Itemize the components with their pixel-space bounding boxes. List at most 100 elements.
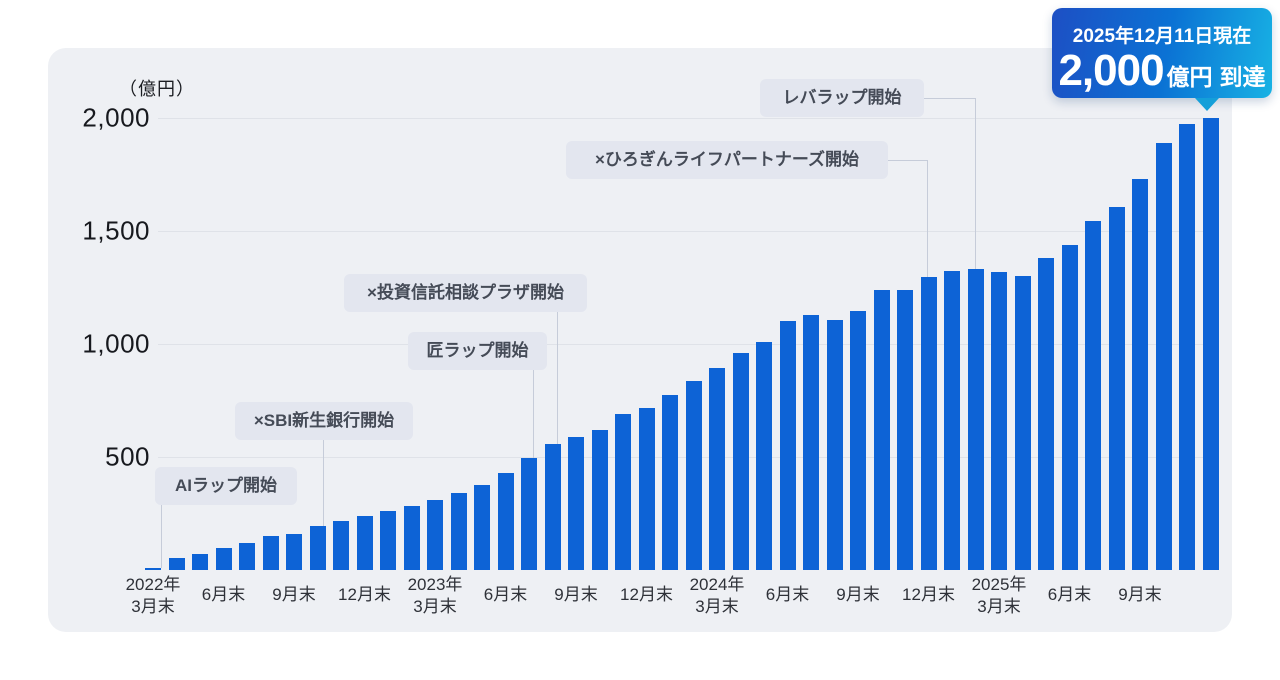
bar-2025-01 [944, 270, 960, 570]
x-axis-tick-line: 9月末 [272, 585, 316, 604]
bar-2022-07 [239, 542, 255, 570]
milestone-suffix: 到達 [1219, 64, 1266, 90]
x-axis-tick-label: 6月末 [766, 584, 809, 606]
bar-2024-07 [803, 314, 819, 570]
gridline [158, 344, 1216, 345]
annotation-connector [323, 440, 324, 527]
x-axis-tick-line: 3月末 [977, 597, 1021, 616]
annotation-label: ×ひろぎんライフパートナーズ開始 [566, 141, 888, 179]
bar-2024-05 [756, 341, 772, 570]
bar-2023-07 [521, 458, 537, 570]
bar-2025-10 [1155, 142, 1172, 570]
bar-2025-09 [1132, 179, 1148, 570]
annotation-label: レバラップ開始 [760, 79, 924, 117]
bar-2023-10 [591, 429, 608, 570]
x-axis-tick-label: 6月末 [484, 584, 527, 606]
x-axis-tick-line: 2025年 [971, 575, 1027, 594]
bar-2022-11 [333, 520, 349, 570]
chart-plot-area: 2,000 1,500 1,000 500 2022年 3月末 6月末 9月末 12月末 2023… [48, 48, 1232, 632]
annotation-connector [927, 160, 928, 278]
x-axis-tick-line: 9月末 [554, 585, 598, 604]
x-axis-tick-line: 12月末 [620, 585, 673, 604]
bar-2022-10 [309, 526, 326, 570]
x-axis-tick-line: 12月末 [902, 585, 955, 604]
bar-2022-04 [168, 557, 185, 570]
x-axis-tick-line: 2023年 [407, 575, 463, 594]
annotation-label: AIラップ開始 [155, 467, 297, 505]
y-axis-tick-label: 500 [105, 441, 150, 472]
x-axis-tick-line: 2022年 [125, 575, 181, 594]
annotation-connector [975, 98, 976, 270]
bar-2025-07 [1085, 220, 1101, 570]
annotation-label: 匠ラップ開始 [408, 332, 547, 370]
bar-2025-02 [967, 269, 984, 570]
bar-2024-12 [920, 277, 937, 570]
bar-2022-08 [262, 536, 279, 570]
bar-2024-02 [685, 381, 702, 570]
x-axis-tick-label: 9月末 [554, 584, 597, 606]
bar-2023-05 [474, 484, 490, 570]
annotation-connector [924, 98, 975, 99]
x-axis-tick-line: 9月末 [1118, 585, 1162, 604]
x-axis-tick-label: 12月末 [338, 584, 391, 606]
bar-2025-05 [1038, 258, 1054, 570]
annotation-label: ×投資信託相談プラザ開始 [344, 274, 587, 312]
x-axis-tick-line: 3月末 [131, 597, 175, 616]
x-axis-tick-label: 6月末 [202, 584, 245, 606]
bar-2023-04 [450, 492, 467, 570]
milestone-unit: 億円 [1166, 64, 1213, 90]
annotation-connector [533, 370, 534, 459]
bar-2023-06 [497, 472, 514, 570]
chart-panel: （億円） 2,000 1,500 1,000 500 2022年 3月末 6月末 9月末 12月… [48, 48, 1232, 632]
bar-2024-01 [662, 394, 678, 570]
bar-2023-09 [568, 437, 584, 570]
x-axis-tick-label: 2022年 3月末 [126, 574, 181, 618]
x-axis-tick-line: 6月末 [483, 585, 528, 604]
x-axis-tick-label: 9月末 [272, 584, 315, 606]
x-axis-tick-label: 9月末 [836, 584, 879, 606]
annotation-connector [161, 505, 162, 568]
annotation-connector [557, 312, 558, 445]
bar-2022-12 [356, 515, 373, 570]
bar-2025-08 [1108, 207, 1125, 570]
bar-2024-06 [779, 321, 796, 570]
y-axis-tick-label: 1,000 [82, 328, 150, 359]
x-axis-tick-line: 3月末 [695, 597, 739, 616]
bar-2023-11 [615, 414, 631, 570]
bar-2024-08 [826, 320, 843, 570]
x-axis-tick-line: 3月末 [413, 597, 457, 616]
bar-2025-11 [1179, 123, 1195, 570]
bar-2022-06 [215, 548, 232, 570]
gridline [158, 118, 1216, 119]
y-axis-unit-label: （億円） [119, 79, 195, 99]
x-axis-tick-label: 9月末 [1118, 584, 1161, 606]
annotation-label: ×SBI新生銀行開始 [235, 402, 413, 440]
y-axis-tick-label: 1,500 [82, 215, 150, 246]
y-axis-tick-label: 2,000 [82, 102, 150, 133]
bar-2024-09 [850, 311, 866, 570]
bar-2023-01 [380, 511, 396, 570]
bar-2025-03 [991, 271, 1007, 570]
bar-2024-03 [709, 367, 725, 570]
milestone-date: 2025年12月11日現在 [1072, 26, 1252, 47]
x-axis-tick-label: 12月末 [620, 584, 673, 606]
milestone-badge: 2025年12月11日現在 2,000 億円 到達 [1052, 8, 1272, 111]
x-axis-tick-label: 2023年 3月末 [408, 574, 463, 618]
bar-2023-08 [544, 444, 561, 570]
annotation-connector [888, 160, 927, 161]
bar-2025-06 [1061, 244, 1078, 570]
bar-2023-12 [638, 408, 655, 570]
x-axis-tick-line: 2024年 [689, 575, 745, 594]
gridline [158, 231, 1216, 232]
x-axis-tick-line: 9月末 [836, 585, 880, 604]
x-axis-tick-line: 6月末 [1047, 585, 1092, 604]
x-axis-tick-label: 6月末 [1048, 584, 1091, 606]
bar-2024-10 [873, 289, 890, 570]
x-axis-tick-line: 6月末 [765, 585, 810, 604]
milestone-amount-row: 2,000 億円 到達 [1052, 46, 1272, 96]
bar-2025-12 [1202, 118, 1219, 570]
badge-pointer-arrow [1195, 98, 1219, 111]
bar-2024-11 [897, 289, 913, 570]
x-axis-tick-label: 12月末 [902, 584, 955, 606]
